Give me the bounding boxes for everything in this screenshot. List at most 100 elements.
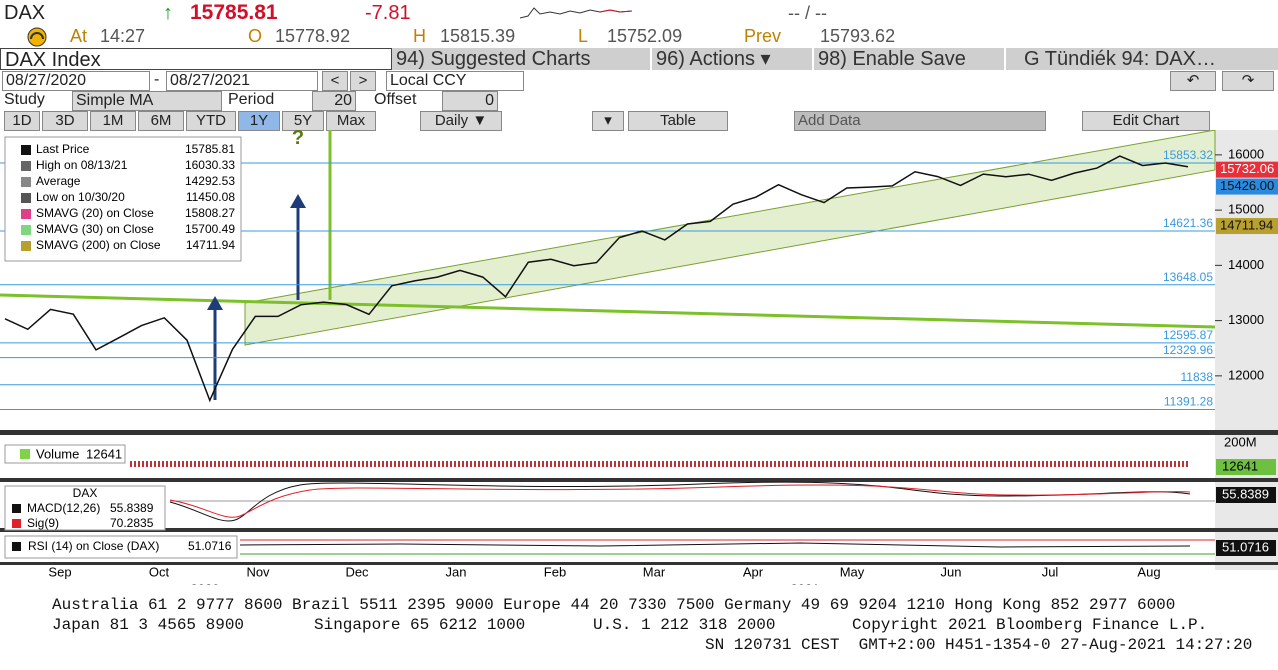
panel-divider bbox=[0, 430, 1278, 435]
offset-label: Offset bbox=[374, 91, 417, 108]
legend-value: 14711.94 bbox=[186, 238, 235, 252]
at-label: At bbox=[70, 26, 88, 46]
x-tick-label: Feb bbox=[544, 564, 566, 579]
macd-label: MACD(12,26) bbox=[27, 501, 100, 515]
legend-value: 15808.27 bbox=[185, 206, 235, 220]
legend-value: 11450.08 bbox=[186, 190, 235, 204]
actions-menu[interactable]: 96) Actions ▾ bbox=[652, 48, 812, 70]
axis-background bbox=[1215, 130, 1278, 570]
legend-swatch bbox=[21, 209, 31, 219]
legend-label: Low on 10/30/20 bbox=[36, 190, 125, 204]
footer-copyright: Copyright 2021 Bloomberg Finance L.P. bbox=[852, 616, 1208, 634]
open: 15778.92 bbox=[275, 26, 351, 46]
footer-contacts: Australia 61 2 9777 8600 Brazil 5511 239… bbox=[52, 596, 1176, 614]
legend-label: SMAVG (20) on Close bbox=[36, 206, 154, 220]
redo-button[interactable]: ↷ bbox=[1222, 71, 1274, 91]
level-label: 13648.05 bbox=[1163, 270, 1213, 284]
period-button[interactable]: 1D bbox=[4, 111, 40, 131]
study-label: Study bbox=[4, 91, 45, 108]
start-date[interactable]: 08/27/2020 bbox=[2, 71, 150, 91]
symbol: DAX bbox=[4, 2, 46, 24]
end-date[interactable]: 08/27/2021 bbox=[166, 71, 318, 91]
period-button[interactable]: YTD bbox=[186, 111, 236, 131]
x-tick-label: Mar bbox=[643, 564, 666, 579]
price-tag bbox=[1216, 218, 1278, 235]
rsi-swatch bbox=[12, 542, 21, 551]
suggested-charts[interactable]: 94) Suggested Charts bbox=[392, 48, 650, 70]
year-label: 2021 bbox=[791, 581, 820, 585]
x-tick-label: Aug bbox=[1137, 564, 1160, 579]
period-button[interactable]: Max bbox=[326, 111, 376, 131]
sig-value: 70.2835 bbox=[110, 516, 154, 530]
annotation: ? bbox=[292, 130, 304, 149]
legend-label: SMAVG (200) on Close bbox=[36, 238, 161, 252]
volume-tag-text: 12641 bbox=[1222, 458, 1258, 473]
low-label: L bbox=[578, 26, 589, 46]
rsi-line bbox=[239, 542, 1191, 548]
level-label: 15853.32 bbox=[1163, 148, 1213, 162]
net-change: -7.81 bbox=[365, 2, 411, 24]
trend-line bbox=[0, 293, 1216, 329]
panel-divider bbox=[0, 528, 1278, 532]
offset-input[interactable]: 0 bbox=[442, 91, 498, 111]
rsi-tag-text: 51.0716 bbox=[1222, 539, 1269, 554]
study-select[interactable]: Simple MA bbox=[72, 91, 222, 111]
rsi-tag bbox=[1216, 540, 1276, 556]
legend-value: 15700.49 bbox=[185, 222, 235, 236]
add-data[interactable]: Add Data bbox=[794, 111, 1046, 131]
dropdown[interactable]: ▾ bbox=[592, 111, 624, 131]
last-price: 15785.81 bbox=[190, 1, 278, 24]
x-tick-label: Apr bbox=[743, 564, 764, 579]
legend-value: 14292.53 bbox=[185, 174, 235, 188]
legend-swatch bbox=[21, 225, 31, 235]
y-tick-label: 14000 bbox=[1228, 257, 1264, 272]
x-tick-label: Sep bbox=[48, 564, 71, 579]
high-label: H bbox=[413, 26, 426, 46]
security-field[interactable]: DAX Index bbox=[0, 48, 392, 71]
edit-chart[interactable]: Edit Chart bbox=[1082, 111, 1210, 131]
open-label: O bbox=[248, 26, 263, 46]
enable-save[interactable]: 98) Enable Save bbox=[814, 48, 1004, 70]
x-tick-label: Jan bbox=[446, 564, 467, 579]
volume-scale: 200M bbox=[1224, 434, 1257, 449]
price-tag bbox=[1216, 161, 1278, 178]
rsi-label: RSI (14) on Close (DAX) bbox=[28, 539, 159, 553]
frequency-select[interactable]: Daily ▼ bbox=[420, 111, 502, 131]
period-button[interactable]: 6M bbox=[138, 111, 184, 131]
panel-divider bbox=[0, 478, 1278, 482]
next-button[interactable]: > bbox=[350, 71, 376, 91]
legend-box bbox=[4, 136, 242, 262]
x-tick-label: Oct bbox=[149, 564, 170, 579]
undo-button[interactable]: ↶ bbox=[1170, 71, 1216, 91]
up-arrow: ↑ bbox=[163, 2, 173, 24]
prev-button[interactable]: < bbox=[322, 71, 348, 91]
y-tick-label: 13000 bbox=[1228, 312, 1264, 327]
period-input[interactable]: 20 bbox=[312, 91, 356, 111]
currency-select[interactable]: Local CCY bbox=[386, 71, 524, 91]
legend-label: SMAVG (30) on Close bbox=[36, 222, 154, 236]
legend-value: 16030.33 bbox=[185, 158, 235, 172]
sig-label: Sig(9) bbox=[27, 516, 59, 530]
table-button[interactable]: Table bbox=[628, 111, 728, 131]
period-button[interactable]: 5Y bbox=[282, 111, 324, 131]
date-separator: - bbox=[154, 71, 160, 88]
x-tick-label: Jul bbox=[1042, 564, 1059, 579]
period-button[interactable]: 1M bbox=[90, 111, 136, 131]
period-button[interactable]: 3D bbox=[42, 111, 88, 131]
year-label: 2020 bbox=[191, 581, 220, 585]
period-button[interactable]: 1Y bbox=[238, 111, 280, 131]
volume-tag bbox=[1216, 459, 1276, 475]
arrow-head bbox=[207, 296, 223, 310]
macd-line bbox=[169, 481, 1191, 522]
legend-label: Average bbox=[36, 174, 81, 188]
tab-title[interactable]: G Tündiék 94: DAX… bbox=[1006, 48, 1278, 70]
sig-swatch bbox=[12, 519, 21, 528]
price-line bbox=[4, 155, 1189, 403]
footer-singapore: Singapore 65 6212 1000 bbox=[314, 616, 526, 634]
volume-swatch bbox=[20, 449, 30, 459]
legend-swatch bbox=[21, 241, 31, 251]
x-tick-label: Jun bbox=[941, 564, 962, 579]
volume-label: Volume bbox=[36, 446, 79, 461]
